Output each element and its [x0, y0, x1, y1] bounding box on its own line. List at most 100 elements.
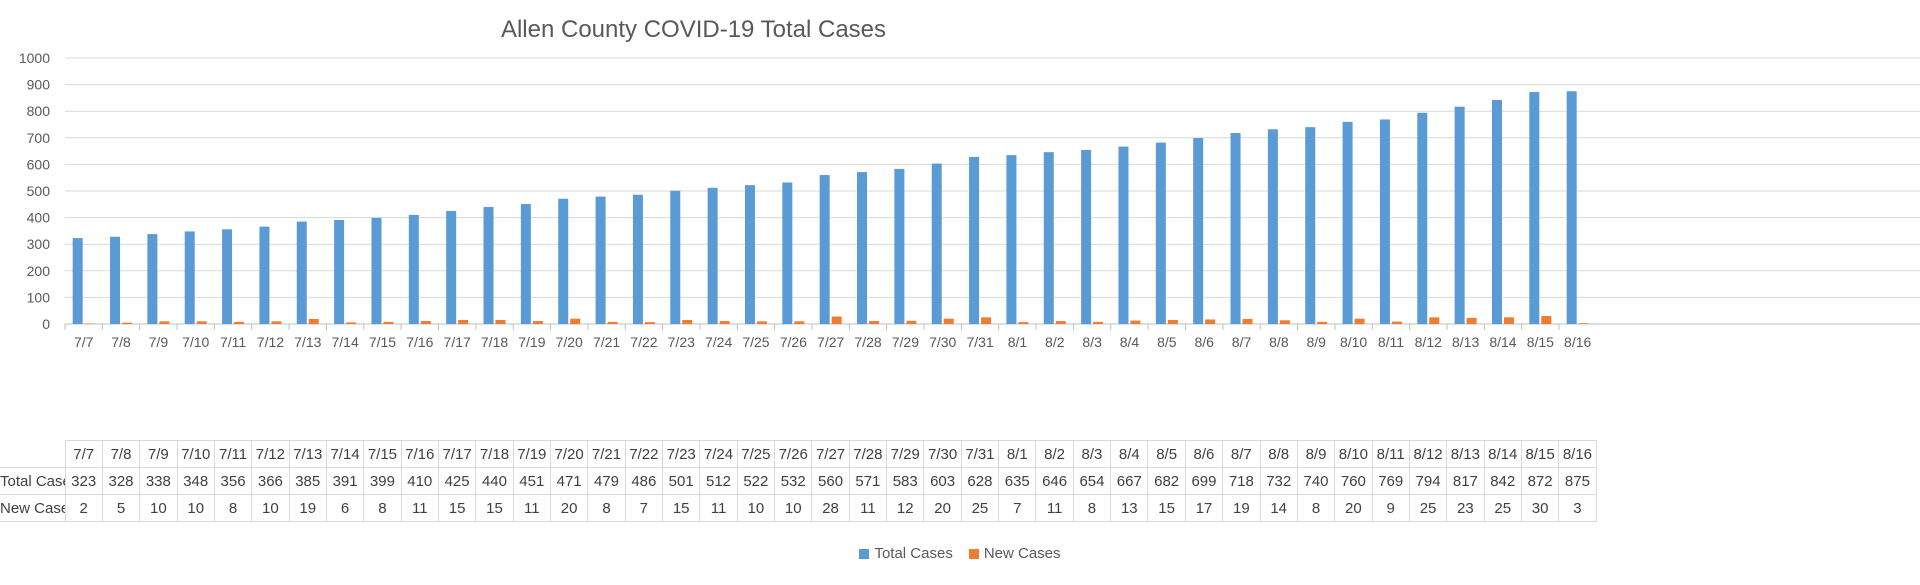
x-tick-label: 8/14	[1489, 334, 1516, 350]
table-cell: 560	[811, 467, 850, 495]
table-cell: 501	[661, 467, 701, 495]
bar-new-cases	[308, 318, 319, 324]
table-header-cell: 7/30	[923, 440, 962, 468]
table-cell: 440	[475, 467, 514, 495]
table-header-cell: 8/10	[1334, 440, 1373, 468]
x-tick-label: 7/8	[111, 334, 131, 350]
table-header-cell: 7/29	[886, 440, 925, 468]
bar-new-cases	[1205, 319, 1216, 324]
table-header-cell: 8/14	[1483, 440, 1522, 468]
table-cell: 391	[325, 467, 365, 495]
table-header-cell: 8/3	[1072, 440, 1112, 468]
table-cell: 23	[1446, 494, 1485, 522]
bar-total-cases	[259, 226, 270, 324]
table-cell: 15	[661, 494, 701, 522]
table-cell: 366	[251, 467, 290, 495]
table-cell: 20	[1334, 494, 1373, 522]
bar-total-cases	[632, 194, 643, 324]
table-cell: 718	[1222, 467, 1261, 495]
table-cell: 875	[1558, 467, 1597, 495]
table-cell: 12	[886, 494, 925, 522]
bar-new-cases	[831, 316, 842, 324]
bar-new-cases	[570, 318, 581, 324]
table-row-label: Total Cases	[0, 467, 66, 495]
table-cell: 3	[1558, 494, 1597, 522]
bar-total-cases	[857, 172, 868, 324]
x-tick-label: 8/10	[1340, 334, 1367, 350]
bar-new-cases	[346, 322, 357, 324]
table-row-label: New Cases	[0, 494, 66, 522]
x-tick-label: 8/3	[1082, 334, 1102, 350]
bar-new-cases	[682, 320, 693, 324]
bar-total-cases	[894, 168, 905, 324]
bar-new-cases	[1279, 320, 1290, 324]
x-tick-label: 7/9	[149, 334, 169, 350]
x-tick-label: 8/5	[1157, 334, 1177, 350]
bar-new-cases	[1578, 323, 1589, 324]
table-cell: 20	[549, 494, 589, 522]
table-cell: 25	[1483, 494, 1522, 522]
table-cell: 8	[587, 494, 626, 522]
x-tick-label: 7/28	[854, 334, 881, 350]
x-tick-label: 8/13	[1452, 334, 1479, 350]
bar-total-cases	[1006, 155, 1017, 324]
bar-total-cases	[1379, 119, 1390, 324]
table-header-row: 7/7 7/8 7/9 7/10 7/11 7/12 7/13 7/14 7/15 7/16 7/1…	[0, 440, 1597, 468]
x-tick-label: 7/15	[369, 334, 396, 350]
bar-new-cases	[1503, 317, 1514, 324]
table-cell: 28	[811, 494, 850, 522]
bar-total-cases	[147, 234, 158, 324]
table-cell: 646	[1035, 467, 1074, 495]
table-cell: 410	[400, 467, 439, 495]
table-cell: 7	[998, 494, 1037, 522]
bar-total-cases	[1230, 133, 1241, 324]
bar-new-cases	[383, 321, 394, 324]
table-cell: 8	[213, 494, 253, 522]
y-tick-label: 400	[27, 210, 51, 226]
bar-new-cases	[981, 317, 992, 324]
table-cell: 15	[475, 494, 514, 522]
legend-item: Total Cases	[859, 545, 953, 562]
table-cell: 30	[1520, 494, 1560, 522]
bar-total-cases	[408, 214, 419, 324]
table-header-cell: 8/13	[1446, 440, 1485, 468]
table-cell: 385	[288, 467, 327, 495]
x-tick-label: 7/16	[406, 334, 433, 350]
table-header-cell: 7/7	[64, 440, 103, 468]
table-cell: 769	[1371, 467, 1410, 495]
bar-total-cases	[1193, 138, 1204, 324]
table-cell: 760	[1334, 467, 1373, 495]
x-tick-label: 8/6	[1194, 334, 1214, 350]
bar-new-cases	[234, 321, 245, 324]
bar-new-cases	[1018, 322, 1029, 324]
x-tick-label: 7/17	[444, 334, 471, 350]
table-cell: 323	[64, 467, 103, 495]
table-header-cell: 7/10	[176, 440, 215, 468]
table-cell: 19	[1222, 494, 1261, 522]
table-header-cell: 7/27	[811, 440, 850, 468]
table-cell: 6	[325, 494, 365, 522]
table-cell: 628	[960, 467, 1000, 495]
table-cell: 8	[1072, 494, 1112, 522]
x-tick-label: 7/14	[332, 334, 359, 350]
table-cell: 842	[1483, 467, 1522, 495]
table-header-cell: 7/20	[549, 440, 589, 468]
bar-total-cases	[558, 198, 569, 324]
bar-new-cases	[1354, 318, 1365, 324]
x-tick-label: 7/27	[817, 334, 844, 350]
bar-total-cases	[1043, 152, 1054, 324]
table-header-cell: 7/28	[848, 440, 888, 468]
bar-total-cases	[222, 229, 233, 324]
bar-total-cases	[670, 190, 681, 324]
bar-total-cases	[819, 175, 830, 324]
x-tick-label: 7/23	[668, 334, 695, 350]
table-cell: 532	[774, 467, 813, 495]
y-tick-label: 1000	[19, 50, 50, 66]
bar-new-cases	[84, 323, 95, 324]
bar-total-cases	[334, 219, 345, 324]
table-cell: 479	[587, 467, 626, 495]
table-header-cell: 7/12	[251, 440, 290, 468]
bar-new-cases	[1317, 321, 1328, 324]
table-header-cell: 8/11	[1371, 440, 1410, 468]
x-tick-label: 7/7	[74, 334, 94, 350]
